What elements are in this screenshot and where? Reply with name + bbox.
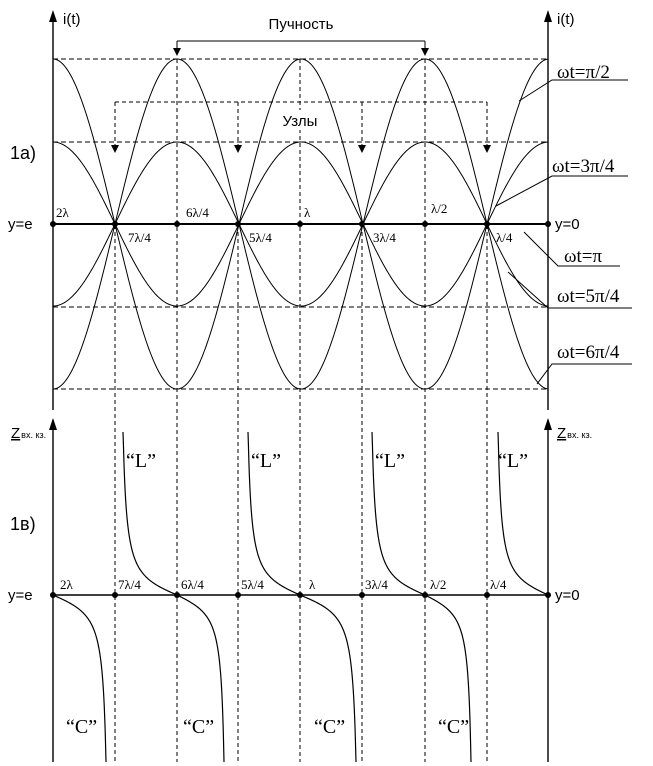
bottom-axis-right-label: Zвх. кз.: [557, 425, 592, 442]
top-axis-left-label: i(t): [63, 11, 81, 28]
impedance-branch: [52, 594, 107, 763]
top-tick-label: 6λ/4: [186, 205, 209, 220]
bottom-tick-label: 7λ/4: [118, 577, 141, 592]
phase-leader-lines: [495, 79, 632, 385]
impedance-branch: [424, 594, 472, 763]
arrow-down-icon: [234, 145, 242, 153]
arrow-up-icon: [49, 10, 57, 22]
vertical-guide-lines: [114, 59, 488, 762]
impedance-curves: [52, 431, 549, 763]
bottom-tick-label: 5λ/4: [241, 577, 264, 592]
wave-curve: [52, 223, 549, 307]
capacitive-label: “C”: [314, 716, 345, 738]
impedance-branch: [497, 431, 549, 596]
bottom-tick-label: 3λ/4: [365, 577, 388, 592]
top-tick-label: λ/4: [496, 230, 513, 245]
nodes-label: Узлы: [283, 113, 318, 130]
capacitive-label: “C”: [183, 716, 214, 738]
arrow-down-icon: [421, 48, 429, 56]
inductive-label: “L”: [126, 450, 156, 472]
axis-arrows: [49, 10, 552, 430]
bottom-tick-label: 2λ: [60, 577, 74, 592]
impedance-branch: [122, 431, 178, 596]
impedance-branch: [371, 431, 426, 596]
bottom-tick-label: λ/4: [490, 577, 507, 592]
arrow-up-icon: [544, 10, 552, 22]
bottom-tick-label: 6λ/4: [181, 577, 204, 592]
top-axis-right-label: i(t): [557, 11, 575, 28]
arrow-down-icon: [358, 145, 366, 153]
capacitive-label: “C”: [66, 716, 97, 738]
wave-curve: [52, 222, 549, 390]
top-tick-label: 2λ: [56, 205, 70, 220]
phase-label-3pi-4: ωt=3π/4: [552, 156, 615, 177]
bottom-end-right-label: y=0: [555, 587, 580, 604]
phase-label-6pi-4: ωt=6π/4: [557, 342, 620, 363]
nodes-arrowheads: [111, 145, 491, 153]
bottom-tick-label: λ/2: [430, 577, 446, 592]
phase-label-pi-2: ωt=π/2: [557, 62, 610, 83]
arrow-up-icon: [49, 418, 57, 430]
bottom-baseline-dots: [50, 592, 551, 598]
top-end-right-label: y=0: [555, 216, 580, 233]
top-tick-label: λ: [304, 205, 311, 220]
inductive-label: “L”: [251, 450, 281, 472]
wave-curve: [52, 141, 549, 225]
arrow-down-icon: [483, 145, 491, 153]
antinode-label: Пучность: [269, 16, 334, 33]
inductive-label: “L”: [498, 450, 528, 472]
impedance-branch: [299, 594, 357, 763]
axes: [52, 18, 549, 762]
top-tick-label: 7λ/4: [128, 230, 151, 245]
inductive-label: “L”: [375, 450, 405, 472]
top-end-left-label: y=e: [8, 216, 33, 233]
bottom-end-left-label: y=e: [8, 587, 33, 604]
antinode-arrowheads: [173, 48, 429, 56]
wave-curve: [52, 58, 549, 226]
top-baseline-dots: [50, 221, 551, 227]
capacitive-label: “C”: [438, 716, 469, 738]
phase-label-5pi-4: ωt=5π/4: [557, 286, 620, 307]
antinode-bracket: [176, 40, 426, 51]
impedance-branch: [247, 431, 301, 596]
standing-wave-curves: [52, 58, 549, 390]
bottom-axis-left-label: Zвх. кз.: [11, 425, 46, 442]
phase-label-pi: ωt=π: [564, 246, 603, 267]
top-tick-label: 5λ/4: [249, 230, 272, 245]
top-panel-label: 1а): [10, 143, 36, 163]
bottom-tick-label: λ: [309, 577, 316, 592]
nodes-bracket: [114, 101, 488, 146]
arrow-down-icon: [111, 145, 119, 153]
top-tick-label: 3λ/4: [373, 230, 396, 245]
top-tick-label: λ/2: [431, 201, 447, 216]
arrow-down-icon: [173, 48, 181, 56]
bottom-panel-label: 1в): [10, 514, 36, 534]
impedance-branch: [176, 594, 225, 763]
arrow-up-icon: [544, 418, 552, 430]
